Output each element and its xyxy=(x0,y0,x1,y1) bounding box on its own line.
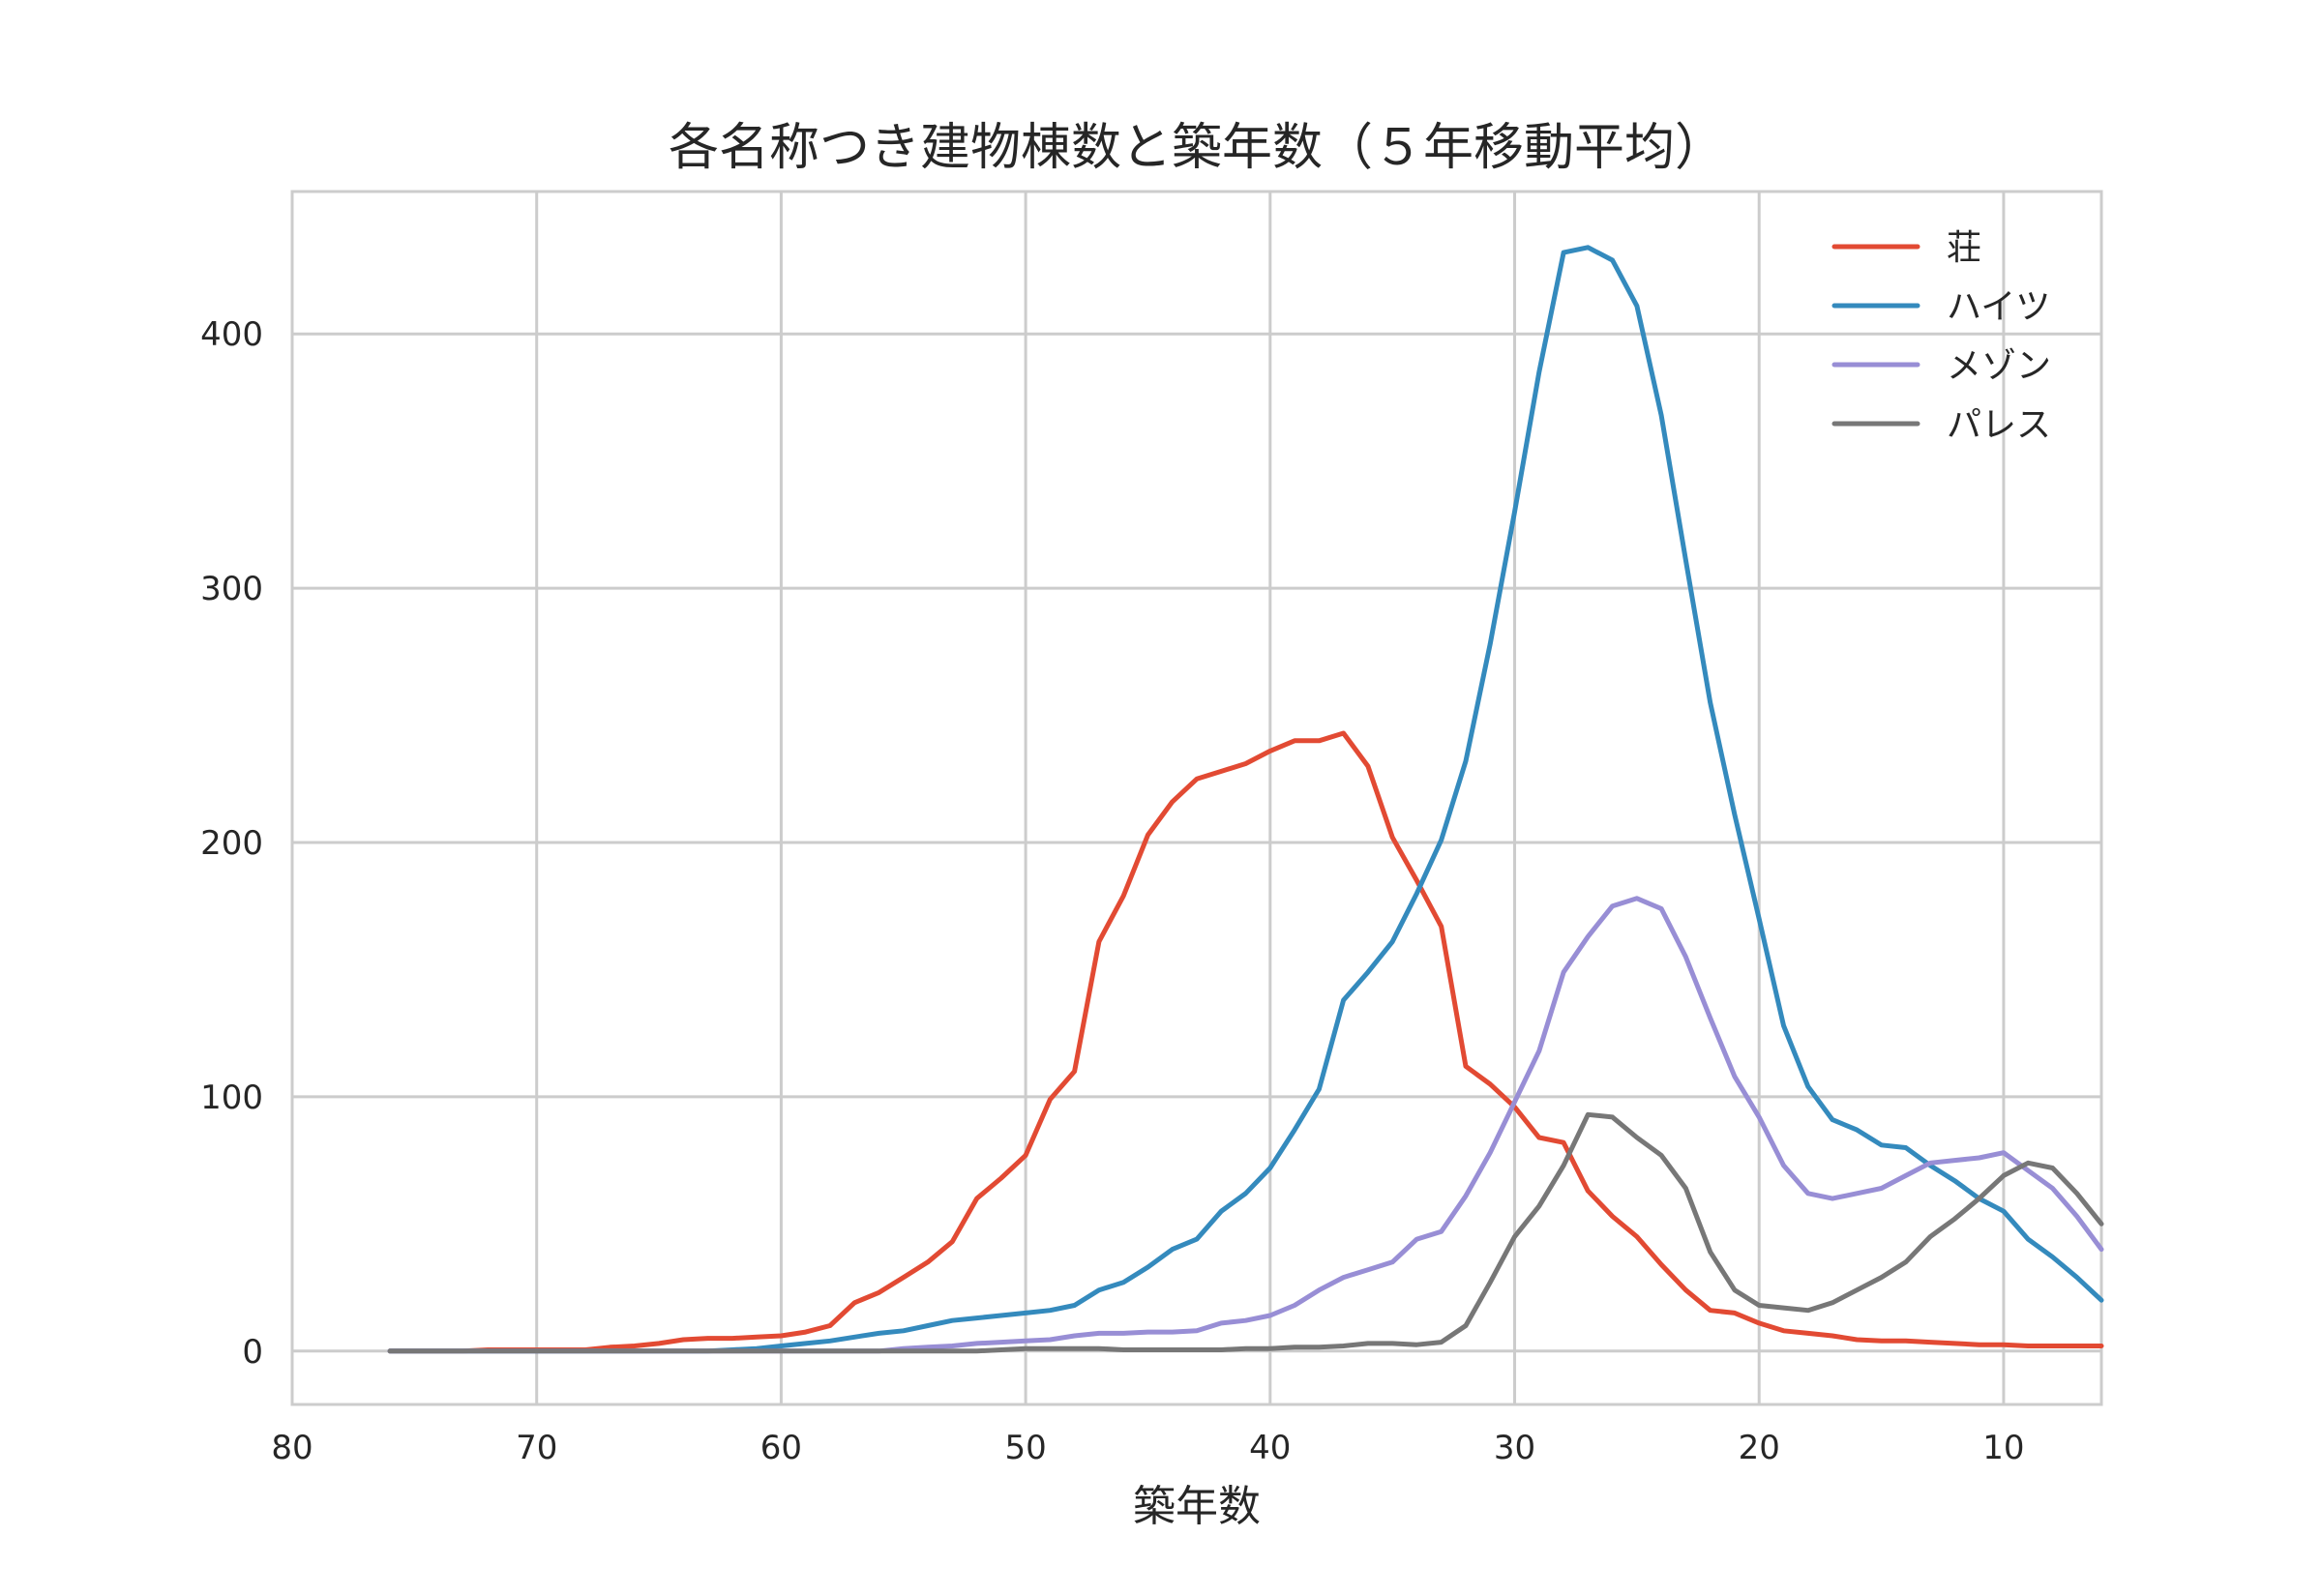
y-tick-label: 200 xyxy=(200,824,263,863)
x-tick-label: 20 xyxy=(1739,1429,1780,1467)
series-line-3 xyxy=(387,1111,2104,1354)
series-lines xyxy=(387,245,2104,1354)
x-tick-label: 40 xyxy=(1249,1429,1291,1467)
x-tick-label: 80 xyxy=(271,1429,313,1467)
y-tick-label: 300 xyxy=(200,570,263,608)
legend-label: ハイツ xyxy=(1947,287,2050,327)
y-tick-label: 400 xyxy=(200,315,263,354)
x-tick-label: 60 xyxy=(760,1429,802,1467)
x-tick-label: 30 xyxy=(1494,1429,1535,1467)
x-axis-title: 築年数 xyxy=(1133,1482,1261,1531)
legend-item[interactable]: メゾン xyxy=(1831,346,2051,386)
legend-label: パレス xyxy=(1947,405,2051,445)
plot-frame xyxy=(290,190,2103,1406)
y-tick-label: 100 xyxy=(200,1079,263,1117)
legend-item[interactable]: ハイツ xyxy=(1831,287,2050,327)
legend-item[interactable]: 荘 xyxy=(1831,228,1981,268)
chart-title: 各名称つき建物棟数と築年数（５年移動平均） xyxy=(669,119,1725,177)
y-tick-label: 0 xyxy=(242,1333,263,1372)
x-tick-label: 50 xyxy=(1004,1429,1046,1467)
legend-label: メゾン xyxy=(1947,346,2051,386)
x-tick-label: 70 xyxy=(516,1429,557,1467)
legend-item[interactable]: パレス xyxy=(1831,405,2051,445)
x-tick-label: 10 xyxy=(1982,1429,2024,1467)
series-line-0 xyxy=(387,730,2104,1354)
legend-label: 荘 xyxy=(1947,228,1981,268)
